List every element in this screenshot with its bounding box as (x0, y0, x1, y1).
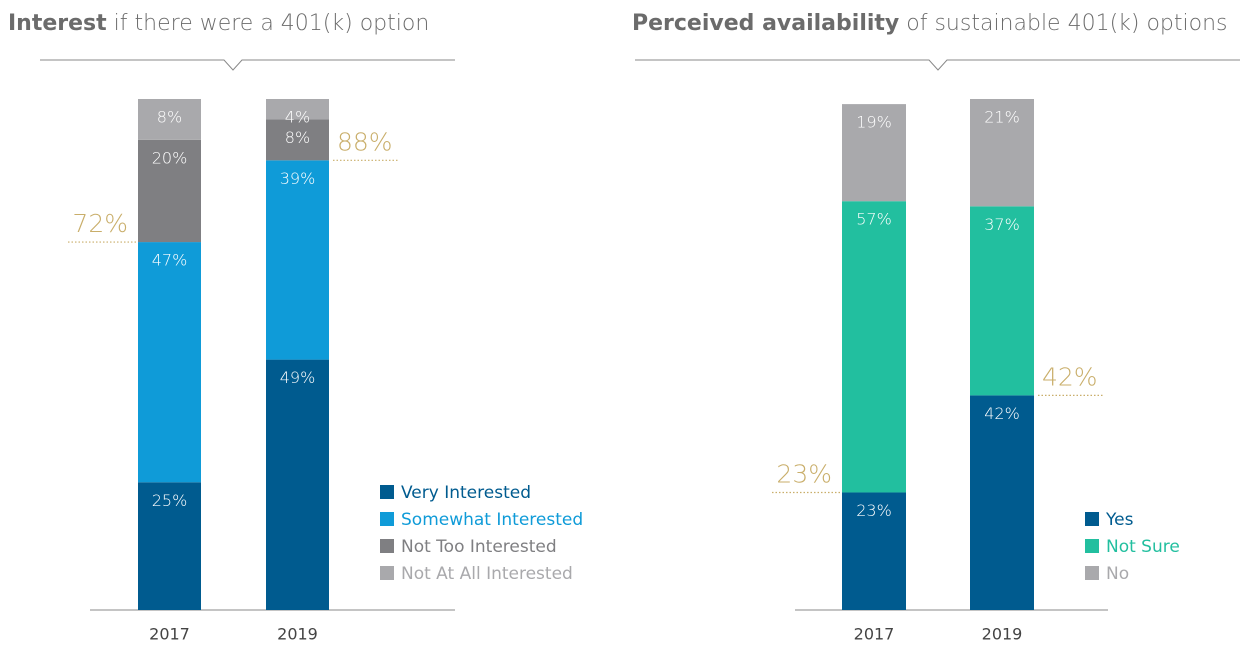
bar-segment (970, 395, 1034, 610)
legend-swatch (380, 539, 394, 553)
legend-swatch (380, 485, 394, 499)
title-bold: Perceived availability (632, 11, 899, 36)
bar-segment (266, 160, 329, 360)
legend-swatch (1085, 512, 1099, 526)
data-label: 20% (152, 148, 188, 167)
legend-label: Very Interested (401, 483, 531, 503)
total-label: 42% (1042, 362, 1098, 391)
bar-segment (266, 119, 329, 161)
bar-segment (138, 482, 201, 610)
bar-segment (842, 104, 906, 202)
title: Perceived availability of sustainable 40… (632, 11, 1228, 36)
data-label: 25% (152, 491, 188, 510)
data-label: 37% (984, 215, 1020, 234)
data-label: 39% (280, 169, 316, 188)
bar-segment (266, 359, 329, 610)
bar-segment (842, 201, 906, 493)
legend-swatch (380, 566, 394, 580)
bar-segment (842, 492, 906, 610)
data-label: 4% (285, 108, 310, 127)
bar-segment (138, 99, 201, 140)
bar-segment (970, 99, 1034, 207)
data-label: 42% (984, 404, 1020, 423)
data-label: 8% (285, 128, 310, 147)
bar-segment (970, 206, 1034, 396)
total-label: 88% (337, 127, 393, 156)
data-label: 47% (152, 251, 188, 270)
legend-swatch (380, 512, 394, 526)
x-tick-label: 2017 (854, 625, 895, 644)
data-label: 8% (157, 108, 182, 127)
bar-segment (138, 139, 201, 243)
x-tick-label: 2019 (982, 625, 1023, 644)
title-rest: if there were a 401(k) option (114, 11, 430, 36)
legend-label: Not At All Interested (401, 564, 573, 584)
x-tick-label: 2019 (277, 625, 318, 644)
bar-segment (266, 99, 329, 120)
title-bold: Interest (8, 11, 107, 36)
x-tick-label: 2017 (149, 625, 190, 644)
total-label: 23% (776, 459, 832, 488)
legend-label: Yes (1105, 510, 1134, 530)
legend-label: Somewhat Interested (401, 510, 583, 530)
data-label: 49% (280, 368, 316, 387)
total-label: 72% (72, 209, 128, 238)
data-label: 23% (856, 501, 892, 520)
bar-segment (138, 242, 201, 483)
header-rule (40, 59, 455, 71)
legend-swatch (1085, 566, 1099, 580)
legend-label: Not Sure (1106, 537, 1180, 557)
data-label: 21% (984, 108, 1020, 127)
legend-label: No (1106, 564, 1129, 584)
data-label: 19% (856, 113, 892, 132)
data-label: 57% (856, 210, 892, 229)
legend-label: Not Too Interested (401, 537, 557, 557)
title-rest: of sustainable 401(k) options (906, 11, 1227, 36)
header-rule (635, 59, 1240, 71)
legend-swatch (1085, 539, 1099, 553)
title: Interest if there were a 401(k) option (8, 11, 429, 36)
